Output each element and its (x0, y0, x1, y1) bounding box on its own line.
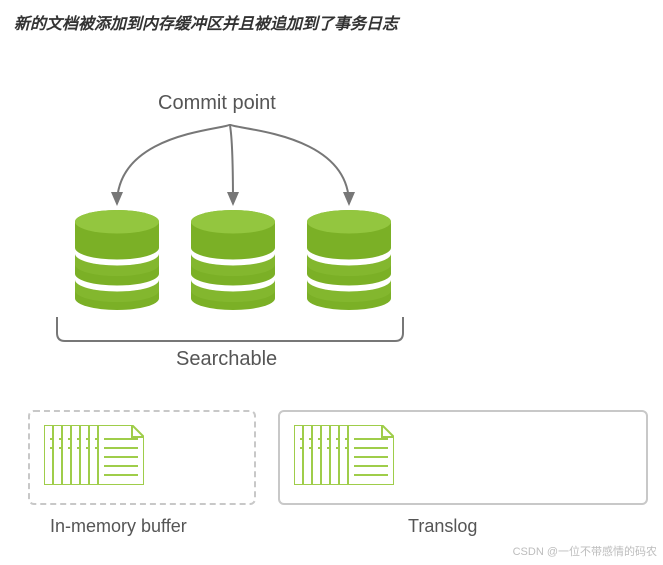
database (307, 210, 391, 310)
page-title: 新的文档被添加到内存缓冲区并且被追加到了事务日志 (14, 10, 398, 34)
database (191, 210, 275, 310)
searchable-label: Searchable (176, 348, 277, 371)
searchable-bracket (55, 315, 405, 343)
database-icon (191, 210, 275, 310)
commit-point-arrows (70, 120, 390, 212)
database-icon (307, 210, 391, 310)
database (75, 210, 159, 310)
in-memory-buffer-box (28, 410, 256, 505)
database-icon (75, 210, 159, 310)
database-row (75, 210, 391, 310)
commit-point-label: Commit point (158, 92, 276, 115)
translog-box (278, 410, 648, 505)
watermark: CSDN @一位不带感情的码农 (513, 543, 657, 559)
doc-stack-buffer (44, 425, 144, 490)
in-memory-buffer-label: In-memory buffer (50, 516, 187, 537)
translog-label: Translog (408, 516, 477, 537)
doc-stack-translog (294, 425, 394, 490)
